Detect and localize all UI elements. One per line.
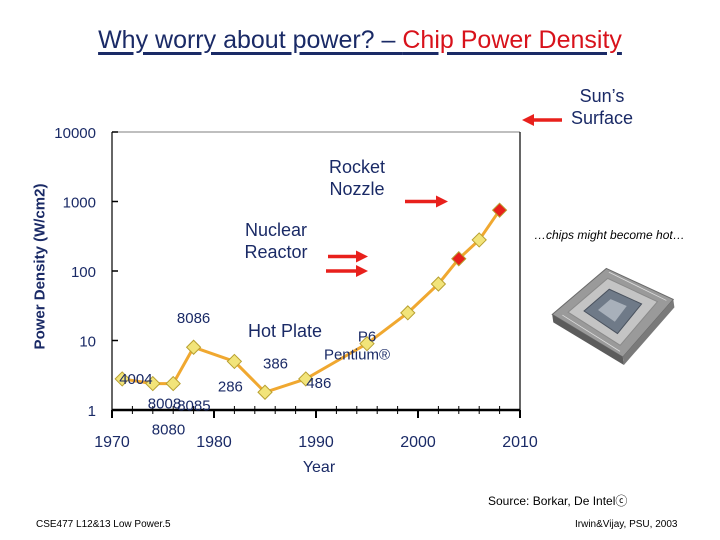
chart-axes: 1 10 100 1000 10000 1970 1980 1990 2000 2010 [54,125,538,451]
y-tick-label: 100 [71,264,96,281]
reference-label: Hot Plate [248,321,322,341]
reference-arrow-head [356,250,368,263]
reference-label: Reactor [244,242,307,262]
y-tick-label: 1000 [63,195,96,212]
point-label: 8080 [152,422,185,439]
data-point-marker [400,305,416,321]
data-point-marker [298,371,314,387]
data-point-marker [185,339,202,355]
x-tick-label: 1990 [298,434,334,451]
footer-course: CSE477 L12&13 Low Power.5 [36,519,171,530]
point-label: Pentium® [324,347,390,364]
title-part-2: Chip Power Density [402,26,622,54]
data-point-marker [145,375,161,392]
y-tick-label: 10000 [54,125,96,142]
x-tick-label: 1970 [94,434,130,451]
y-tick-label: 10 [79,334,96,351]
chart-series [114,202,508,400]
reference-arrow-head [436,195,448,208]
point-label: 4004 [119,371,152,388]
power-density-line [121,209,501,394]
chip-caption: …chips might become hot… [534,228,685,242]
x-tick-label: 2010 [502,434,538,451]
y-tick-label: 1 [88,403,96,420]
x-tick-label: 1980 [196,434,232,451]
data-point-marker [257,384,273,400]
hot-chip-image [551,267,675,365]
reference-arrow-head [356,265,368,277]
point-label: 286 [218,378,243,395]
data-point-marker [165,375,181,392]
data-point-marker [226,353,243,370]
x-axis-label: Year [303,459,336,476]
data-point-marker [471,232,487,248]
reference-arrow-head [522,114,534,126]
reference-label: Rocket [329,157,385,177]
data-point-marker [430,276,447,292]
data-point-marker [451,251,467,267]
point-label: 386 [263,355,288,372]
data-point-marker [491,202,508,218]
footer-credit: Irwin&Vijay, PSU, 2003 [575,519,678,530]
reference-label: Sun’s [580,86,625,106]
source-note: Source: Borkar, De Intelⓒ [488,494,628,508]
title-part-1: Why worry about power? – [98,26,403,54]
point-label: 486 [306,375,331,392]
data-point-marker [359,335,375,352]
reference-label: Surface [571,108,633,128]
point-label: P6 [358,329,376,346]
reference-label: Nuclear [245,220,307,240]
reference-label: Nozzle [329,179,384,199]
point-label: 8085 [177,398,210,415]
point-label: 8008 [148,396,181,413]
slide-title: Why worry about power? – Chip Power Dens… [0,26,720,55]
data-point-marker [114,371,130,387]
point-label: 8086 [177,310,210,327]
x-tick-label: 2000 [400,434,436,451]
